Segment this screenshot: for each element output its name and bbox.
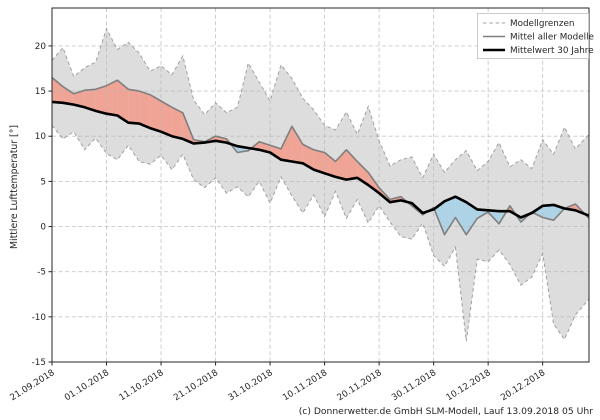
cold-anomaly-fill <box>444 196 456 235</box>
warm-anomaly-fill <box>171 107 183 139</box>
y-tick-labels: 20 15 10 5 0 -5 -10 -15 <box>32 42 47 368</box>
warm-anomaly-fill <box>106 80 118 116</box>
warm-anomaly-fill <box>139 91 151 129</box>
warm-anomaly-fill <box>95 85 107 114</box>
warm-anomaly-fill <box>281 126 292 162</box>
x-tick-label: 21.10.2018 <box>172 368 220 403</box>
x-tick-label: 30.11.2018 <box>390 368 438 403</box>
cold-anomaly-fill <box>542 204 554 221</box>
x-tick-label: 10.12.2018 <box>445 368 493 403</box>
warm-anomaly-fill <box>161 101 172 137</box>
y-tick-label: -10 <box>32 313 47 323</box>
y-tick-label: 0 <box>40 223 46 233</box>
y-tick-label: 15 <box>35 87 46 97</box>
warm-anomaly-fill <box>324 152 336 177</box>
plot-fills <box>52 28 589 342</box>
warm-anomaly-fill <box>335 149 347 180</box>
warm-anomaly-fill <box>291 126 303 164</box>
y-tick-label: -15 <box>32 358 46 368</box>
model-lower-bound-line <box>51 125 590 342</box>
series-lines <box>51 76 590 236</box>
y-tick-label: 5 <box>40 177 46 187</box>
x-tick-label: 20.11.2018 <box>336 368 384 403</box>
y-tick-label: 10 <box>35 132 47 142</box>
x-tick-labels: 21.09.2018 01.10.2018 11.10.2018 21.10.2018… <box>9 368 548 403</box>
y-tick-label: -5 <box>37 268 46 278</box>
warm-anomaly-fill <box>270 145 281 160</box>
x-tick-label: 11.10.2018 <box>118 368 166 403</box>
model-upper-bound-line <box>51 27 590 179</box>
warm-anomaly-fill <box>150 94 161 132</box>
y-tick-label: 20 <box>35 42 47 52</box>
legend-label: Mittelwert 30 Jahre <box>510 46 594 56</box>
legend-label: Mittel aller Modelle <box>510 33 594 43</box>
warm-anomaly-fill <box>346 149 358 180</box>
warm-anomaly-fill <box>84 89 96 111</box>
x-tick-label: 10.11.2018 <box>281 368 329 403</box>
warm-anomaly-fill <box>302 144 314 170</box>
warm-anomaly-fill <box>128 89 140 124</box>
band-edge-lines <box>51 27 590 342</box>
warm-anomaly-fill <box>52 77 63 103</box>
climate-mean-line <box>51 100 590 219</box>
model-range-band <box>52 28 589 342</box>
y-axis-title: Mittlere Lufttemperatur [°] <box>9 125 20 249</box>
plot-frame <box>51 7 590 363</box>
cold-anomaly-fill <box>455 196 467 235</box>
x-tick-label: 20.12.2018 <box>499 368 547 403</box>
x-tick-label: 31.10.2018 <box>227 368 275 403</box>
legend: Modellgrenzen Mittel aller Modelle Mittelw… <box>477 13 594 59</box>
legend-label: Modellgrenzen <box>510 19 574 29</box>
warm-anomaly-fill <box>313 149 325 174</box>
model-mean-line <box>51 76 590 236</box>
warm-anomaly-fill <box>73 90 85 108</box>
plot-border <box>51 7 590 363</box>
x-tick-label: 01.10.2018 <box>63 368 111 403</box>
copyright-caption: (c) Donnerwetter.de GmbH SLM-Modell, Lau… <box>299 406 594 417</box>
axis-ticks <box>48 45 544 366</box>
x-tick-label: 21.09.2018 <box>9 368 57 403</box>
